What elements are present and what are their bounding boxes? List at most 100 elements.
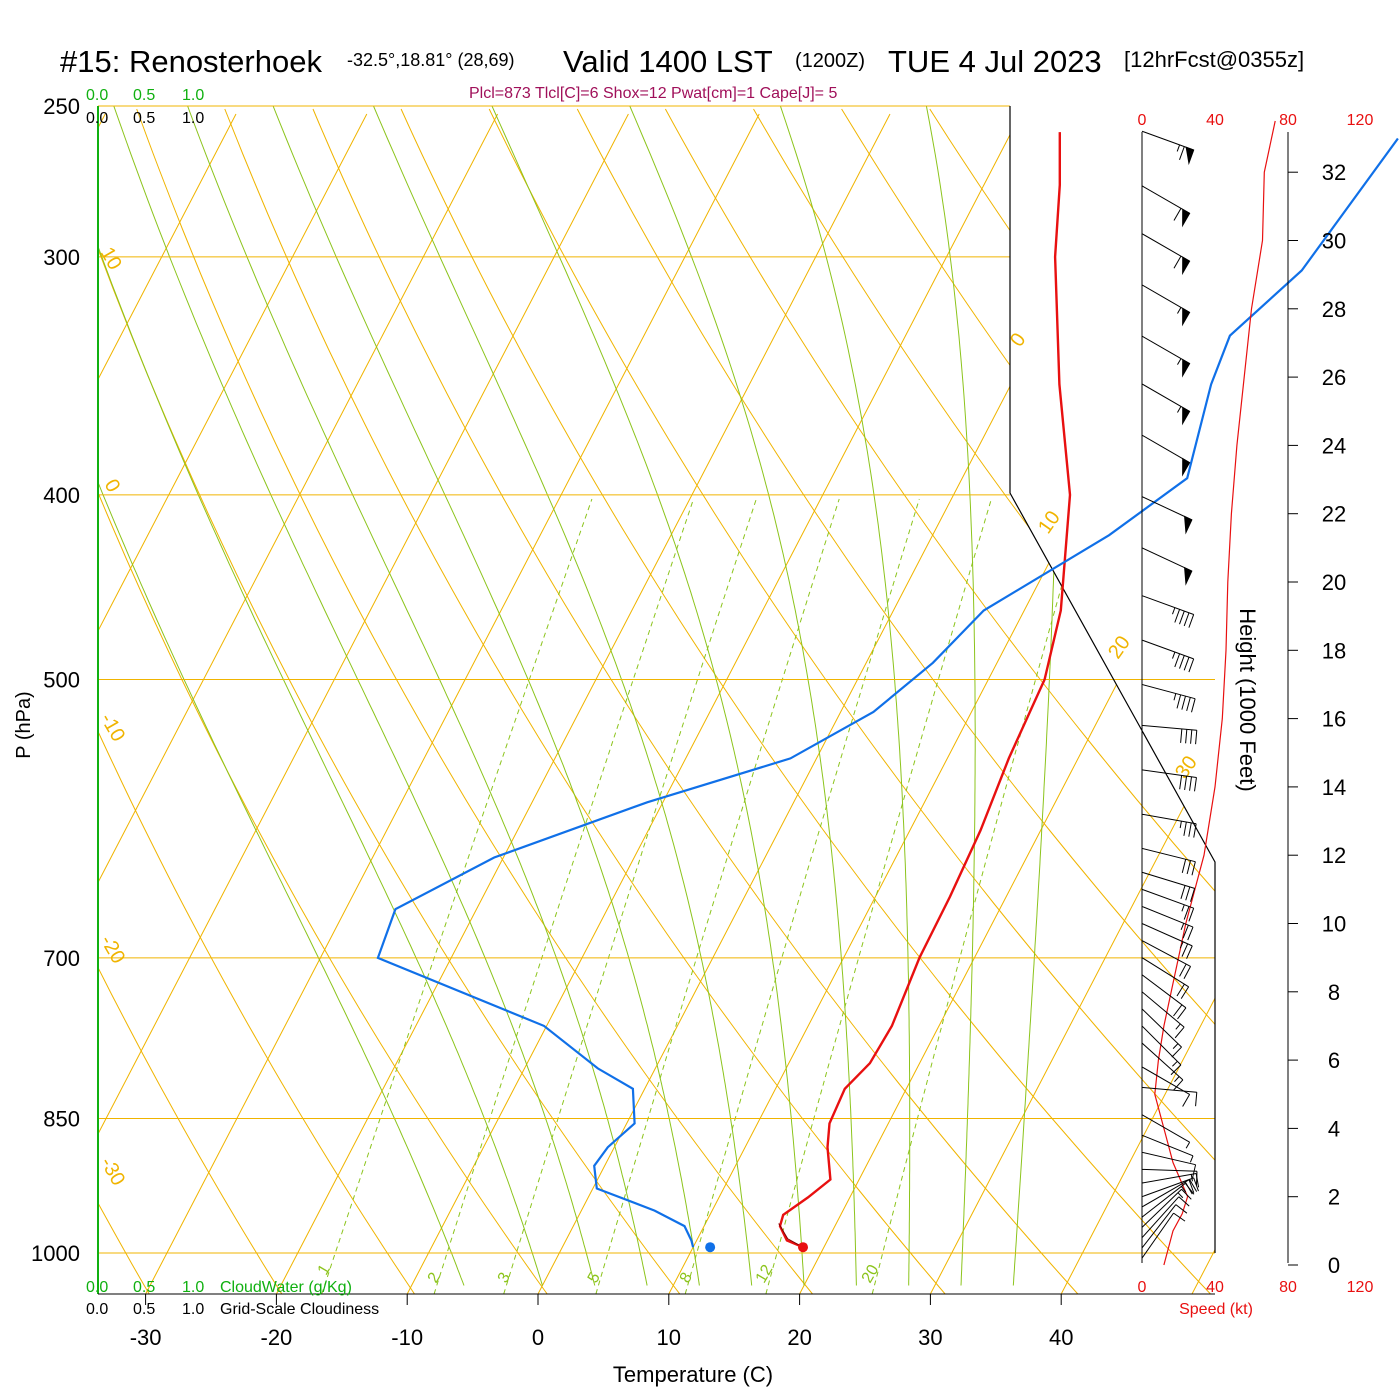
moist-adiabat-line [779, 106, 911, 1286]
wind-barb [1141, 1066, 1191, 1107]
parcel-line [778, 1223, 804, 1248]
wind-barb-half-feather [1177, 307, 1182, 314]
height-tick-label: 24 [1322, 433, 1346, 458]
isotherm-label: 10 [96, 244, 126, 274]
isotherm-line [98, 113, 499, 1294]
wind-barb [1141, 1204, 1188, 1249]
pressure-tick-label: 500 [43, 668, 80, 693]
wind-barb-feather [1173, 1212, 1186, 1222]
speed-axis-label: Speed (kt) [1179, 1301, 1253, 1318]
wind-barb-feather [1189, 1179, 1198, 1192]
wind-barb-feather [1194, 777, 1197, 792]
speed-tick: 80 [1279, 1279, 1297, 1296]
mixing-ratio-line [433, 498, 694, 1294]
wind-barb [1141, 496, 1193, 535]
wind-barb-feather [1188, 1179, 1195, 1193]
x-tick-label: -20 [261, 1325, 293, 1350]
dry-adiabat-line [98, 108, 283, 1294]
mixing-ratio-line [871, 498, 1087, 1294]
wind-barb-half-feather [1173, 693, 1177, 701]
wind-barb-feather [1178, 1196, 1190, 1207]
height-tick-label: 20 [1322, 570, 1346, 595]
mixing-ratio-line [595, 498, 840, 1294]
pressure-axis: 250 300 400 500 700 850 1000 [31, 94, 80, 1266]
wind-barb [1141, 683, 1196, 713]
wind-barb [1141, 847, 1196, 876]
temperature-axis: -30 -20 -10 0 10 20 30 40 [98, 1293, 1215, 1350]
wind-barb-staff [1141, 905, 1194, 928]
wind-barb-feather [1174, 1026, 1185, 1039]
wind-barb-half-feather [1176, 144, 1181, 152]
sounding-profiles [376, 132, 1399, 1253]
dry-adiabat-line [841, 108, 1215, 1294]
wind-barb-flag [1182, 256, 1191, 276]
temperature-line [778, 132, 1072, 1249]
wind-barb [1141, 233, 1191, 276]
cloudwater-tick: 0.5 [133, 1279, 155, 1296]
cloudwater-tick: 1.0 [182, 87, 204, 104]
moist-adiabat-line [373, 106, 753, 1286]
isotherm-line [98, 113, 237, 1294]
wind-barb [1141, 547, 1193, 586]
plot-frame [1009, 106, 1216, 1253]
wind-barb [1141, 383, 1191, 426]
dry-adiabat-line [136, 108, 813, 1294]
wind-barb-feather [1188, 658, 1195, 673]
dry-adiabat-line [1370, 109, 1400, 1294]
wind-barb-feather [1184, 1181, 1193, 1195]
wind-barb-staff [1141, 595, 1194, 615]
valid-zulu: (1200Z) [795, 50, 865, 72]
height-tick-label: 8 [1328, 980, 1340, 1005]
x-tick-label: 30 [918, 1325, 942, 1350]
wind-barb-staff [1141, 1008, 1182, 1048]
dry-adiabat-lines [98, 108, 1400, 1294]
cloudwater-tick: 0.0 [86, 87, 108, 104]
wind-barb-staff [1141, 940, 1191, 967]
pressure-tick-label: 400 [43, 483, 80, 508]
wind-barb-feather [1171, 1046, 1182, 1058]
isobar-lines [98, 105, 1215, 1254]
moist-adiabat-line [98, 106, 543, 1286]
wind-barb [1141, 1134, 1194, 1163]
isotherm-label: 20 [1104, 632, 1135, 663]
wind-barb-staff [1141, 1179, 1190, 1208]
dry-adiabat-line [224, 108, 946, 1294]
x-tick-label: -10 [391, 1325, 423, 1350]
wind-barb-feather [1187, 926, 1194, 941]
height-tick-label: 14 [1322, 775, 1346, 800]
wind-barb [1141, 871, 1196, 902]
wind-barb-feather [1183, 656, 1190, 671]
mixing-ratio-line [765, 498, 992, 1294]
speed-tick: 80 [1279, 112, 1297, 129]
isotherm-line [145, 113, 760, 1294]
moist-adiabat-lines [98, 106, 1060, 1286]
mixing-ratio-lines [321, 498, 1087, 1294]
wind-barb-staff [1141, 683, 1196, 700]
wind-barb-feather [1188, 614, 1195, 628]
height-tick-label: 6 [1328, 1048, 1340, 1073]
wind-barb-feather [1173, 1004, 1183, 1017]
wind-barb [1141, 335, 1191, 378]
wind-barb-flag [1182, 208, 1191, 228]
wind-barb-half-feather [1172, 651, 1176, 659]
wind-barb-feather [1176, 694, 1182, 709]
wind-barb [1141, 974, 1187, 1020]
wind-barb [1141, 1196, 1190, 1239]
wind-barb-staff [1141, 233, 1190, 262]
wind-barb-half-feather [1174, 1076, 1180, 1083]
x-tick-label: -30 [130, 1325, 162, 1350]
height-tick-label: 16 [1322, 707, 1346, 732]
wind-barb-feather [1182, 924, 1189, 939]
height-tick-label: 4 [1328, 1116, 1340, 1141]
moist-adiabat-line [629, 106, 857, 1286]
wind-barb-feather [1181, 859, 1187, 873]
mixing-ratio-label: 20 [859, 1262, 883, 1286]
station-coords: -32.5°,18.81° (28,69) [347, 50, 515, 70]
cloudiness-tick: 1.0 [182, 110, 204, 127]
cloudwater-tick: 1.0 [182, 1279, 204, 1296]
height-tick-label: 28 [1322, 297, 1346, 322]
wind-barb-feather [1174, 653, 1181, 668]
wind-barb [1141, 991, 1185, 1039]
wind-barb-feather [1173, 208, 1182, 221]
wind-barb [1141, 923, 1193, 959]
